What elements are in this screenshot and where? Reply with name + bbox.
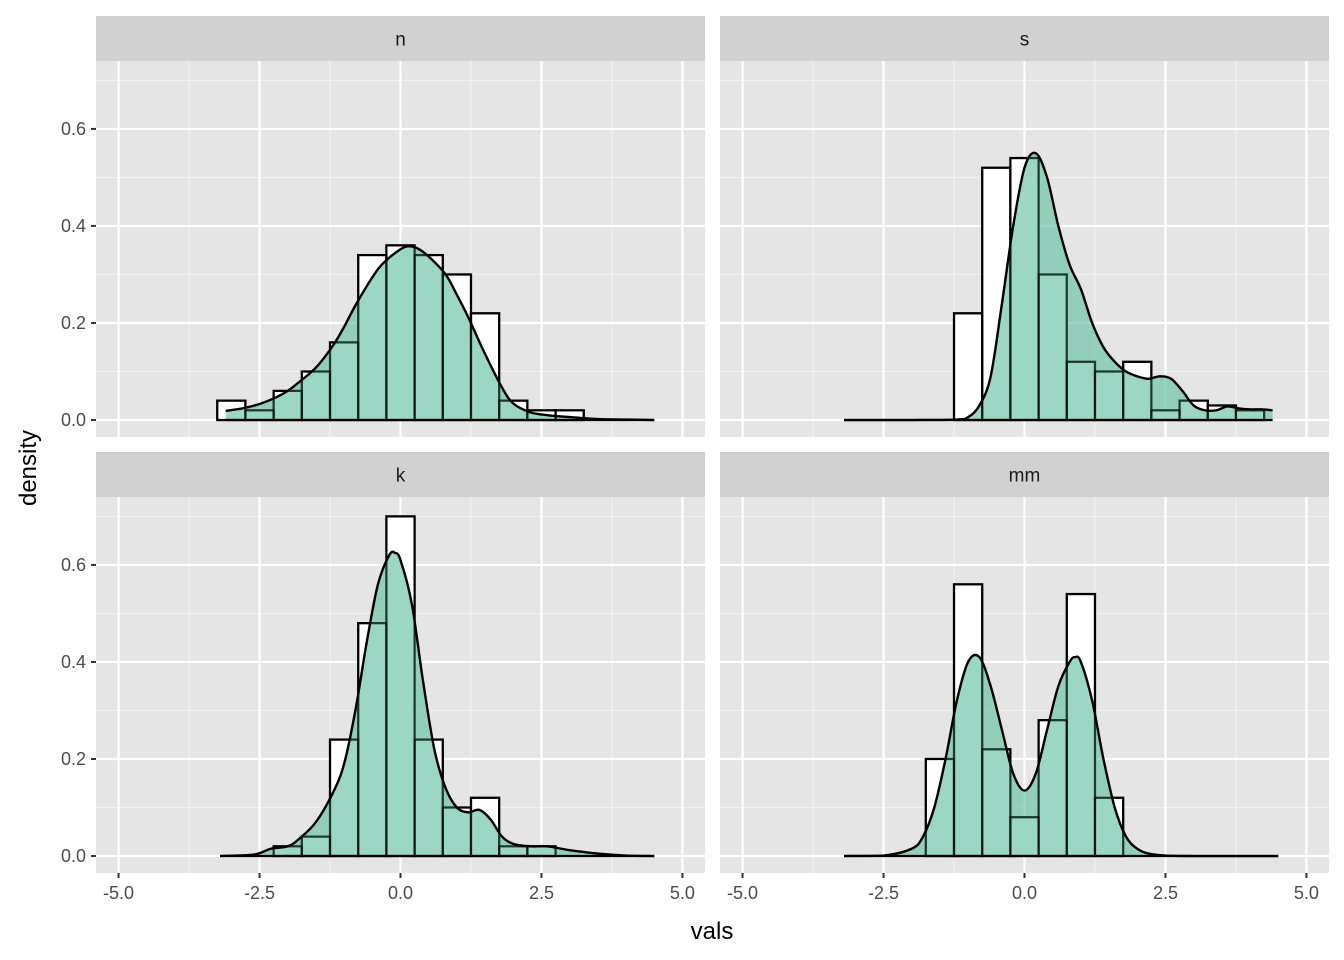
facet-strip-label: s <box>1020 30 1030 51</box>
facet-panel-mm: mm <box>720 452 1329 873</box>
y-tick-label: 0.4 <box>61 652 86 672</box>
x-axis-layer: -5.0 -2.5 0.0 2.5 5.0 -5.0 -2.5 0.0 2.5 5.0 <box>103 873 1319 903</box>
density-curve <box>844 653 1279 858</box>
facet-strip-label: n <box>395 30 406 51</box>
facet-panel-n: n <box>96 16 705 437</box>
x-tick-label: 0.0 <box>388 883 413 903</box>
y-axis-title: density <box>15 430 42 506</box>
panel-plot-area <box>216 244 655 422</box>
y-tick-label: 0.2 <box>61 313 86 333</box>
y-tick-label: 0.0 <box>61 410 86 430</box>
facet-strip-mm <box>720 452 1329 497</box>
density-curve <box>220 550 655 858</box>
x-tick-label: 5.0 <box>1294 883 1319 903</box>
x-tick-label: 5.0 <box>670 883 695 903</box>
density-area <box>844 654 1279 857</box>
density-area <box>220 551 655 857</box>
facet-strip-s <box>720 16 1329 61</box>
histogram-bar <box>952 312 984 422</box>
panel-plot-area <box>844 151 1273 422</box>
y-axis-layer: 0.0 0.2 0.4 0.6 0.0 0.2 0.4 0.6 <box>61 119 96 866</box>
facet-strip-label: mm <box>1009 466 1041 487</box>
panels-layer: n s k mm <box>96 16 1329 873</box>
y-tick-label: 0.0 <box>61 846 86 866</box>
x-axis-title: vals <box>691 918 734 945</box>
y-tick-label: 0.6 <box>61 119 86 139</box>
x-tick-label: -2.5 <box>244 883 275 903</box>
x-tick-label: 2.5 <box>1153 883 1178 903</box>
facet-panel-k: k <box>96 452 705 873</box>
density-area <box>844 152 1273 421</box>
x-tick-label: -5.0 <box>727 883 758 903</box>
x-tick-label: -5.0 <box>103 883 134 903</box>
panel-plot-area <box>220 515 655 858</box>
panel-plot-area <box>844 583 1279 858</box>
density-curve <box>225 245 655 422</box>
x-tick-label: -2.5 <box>868 883 899 903</box>
y-tick-label: 0.4 <box>61 216 86 236</box>
x-tick-label: 2.5 <box>529 883 554 903</box>
y-tick-label: 0.2 <box>61 749 86 769</box>
facet-strip-n <box>96 16 705 61</box>
facet-strip-label: k <box>396 466 406 487</box>
facet-strip-k <box>96 452 705 497</box>
facet-panel-s: s <box>720 16 1329 437</box>
density-area <box>225 246 655 421</box>
x-tick-label: 0.0 <box>1012 883 1037 903</box>
density-curve <box>844 151 1273 422</box>
y-tick-label: 0.6 <box>61 555 86 575</box>
